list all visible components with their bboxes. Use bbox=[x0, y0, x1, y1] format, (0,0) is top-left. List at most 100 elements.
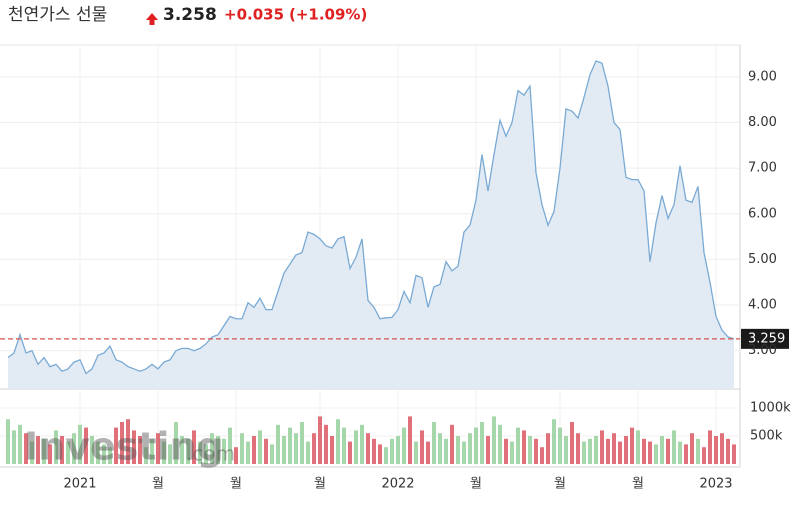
volume-bar bbox=[666, 438, 670, 464]
y-tick-label: 5.00 bbox=[748, 252, 777, 267]
volume-bar bbox=[276, 424, 280, 464]
volume-bar bbox=[624, 436, 628, 464]
volume-bar bbox=[732, 444, 736, 464]
y-tick-label: 3.00 bbox=[748, 343, 777, 358]
volume-bar bbox=[126, 419, 130, 464]
volume-bar bbox=[660, 436, 664, 464]
volume-bar bbox=[12, 430, 16, 464]
volume-bar bbox=[612, 433, 616, 464]
volume-bar bbox=[540, 447, 544, 464]
volume-bar bbox=[420, 430, 424, 464]
volume-bar bbox=[30, 441, 34, 464]
volume-bar bbox=[138, 436, 142, 464]
volume-bar bbox=[102, 444, 106, 464]
volume-bar bbox=[708, 430, 712, 464]
volume-bar bbox=[234, 447, 238, 464]
volume-bar bbox=[78, 424, 82, 464]
volume-bar bbox=[672, 430, 676, 464]
volume-bar bbox=[492, 416, 496, 464]
volume-bar bbox=[528, 436, 532, 464]
volume-bar bbox=[618, 441, 622, 464]
volume-bar bbox=[330, 436, 334, 464]
volume-bar bbox=[486, 436, 490, 464]
watermark: Investing bbox=[24, 425, 224, 469]
volume-bar bbox=[66, 441, 70, 464]
volume-bar bbox=[372, 438, 376, 464]
x-tick-label: 월 bbox=[230, 477, 242, 492]
volume-bar bbox=[474, 427, 478, 464]
volume-bar bbox=[522, 430, 526, 464]
volume-bar bbox=[216, 436, 220, 464]
volume-bar bbox=[258, 430, 262, 464]
volume-bar bbox=[300, 422, 304, 464]
volume-bar bbox=[24, 433, 28, 464]
volume-bar bbox=[252, 436, 256, 464]
volume-bar bbox=[516, 427, 520, 464]
volume-bar bbox=[6, 419, 10, 464]
y-tick-label: 7.00 bbox=[748, 161, 777, 176]
up-arrow-icon bbox=[146, 13, 158, 25]
volume-bar bbox=[306, 441, 310, 464]
volume-bar bbox=[726, 438, 730, 464]
volume-bar bbox=[156, 433, 160, 464]
volume-bar bbox=[336, 419, 340, 464]
volume-bar bbox=[312, 433, 316, 464]
volume-bar bbox=[72, 433, 76, 464]
x-tick-label: 2022 bbox=[381, 477, 414, 492]
volume-bar bbox=[558, 427, 562, 464]
volume-bar bbox=[282, 436, 286, 464]
volume-bar bbox=[396, 436, 400, 464]
volume-bar bbox=[186, 438, 190, 464]
volume-bar bbox=[60, 436, 64, 464]
volume-bar bbox=[408, 416, 412, 464]
y-tick-label: 4.00 bbox=[748, 298, 777, 313]
volume-bar bbox=[606, 438, 610, 464]
volume-bar bbox=[132, 430, 136, 464]
volume-bar bbox=[684, 444, 688, 464]
volume-bar bbox=[324, 424, 328, 464]
change-pct: (+1.09%) bbox=[289, 6, 367, 24]
volume-bar bbox=[438, 433, 442, 464]
volume-bar bbox=[168, 444, 172, 464]
volume-bar bbox=[240, 433, 244, 464]
volume-bar bbox=[48, 444, 52, 464]
current-price-box bbox=[741, 328, 789, 349]
volume-bar bbox=[114, 427, 118, 464]
y-tick-label: 6.00 bbox=[748, 206, 777, 221]
volume-bar bbox=[642, 438, 646, 464]
volume-bar bbox=[570, 422, 574, 464]
volume-bar bbox=[414, 441, 418, 464]
volume-bar bbox=[456, 436, 460, 464]
volume-bar bbox=[204, 444, 208, 464]
x-tick-label: 월 bbox=[554, 477, 566, 492]
volume-bar bbox=[36, 436, 40, 464]
x-tick-label: 월 bbox=[470, 477, 482, 492]
price: 3.258 bbox=[163, 5, 217, 25]
volume-bar bbox=[288, 427, 292, 464]
volume-bar bbox=[84, 427, 88, 464]
volume-bar bbox=[378, 444, 382, 464]
volume-bar bbox=[720, 433, 724, 464]
volume-bar bbox=[390, 438, 394, 464]
volume-bar bbox=[360, 424, 364, 464]
volume-bar bbox=[468, 433, 472, 464]
x-tick-label: 월 bbox=[152, 477, 164, 492]
volume-bar bbox=[348, 441, 352, 464]
change: +0.035 bbox=[224, 6, 284, 24]
volume-bar bbox=[654, 444, 658, 464]
volume-bar bbox=[180, 436, 184, 464]
volume-bar bbox=[582, 441, 586, 464]
x-tick-label: 2023 bbox=[699, 477, 732, 492]
volume-bar bbox=[264, 438, 268, 464]
volume-bar bbox=[42, 438, 46, 464]
y-tick-label: 9.00 bbox=[748, 69, 777, 84]
volume-bar bbox=[144, 447, 148, 464]
volume-bar bbox=[96, 441, 100, 464]
volume-bar bbox=[678, 441, 682, 464]
plot: 3.259 bbox=[0, 60, 789, 464]
volume-bar bbox=[588, 438, 592, 464]
volume-bar bbox=[510, 441, 514, 464]
volume-tick-label: 500k bbox=[750, 429, 783, 444]
volume-bar bbox=[696, 438, 700, 464]
